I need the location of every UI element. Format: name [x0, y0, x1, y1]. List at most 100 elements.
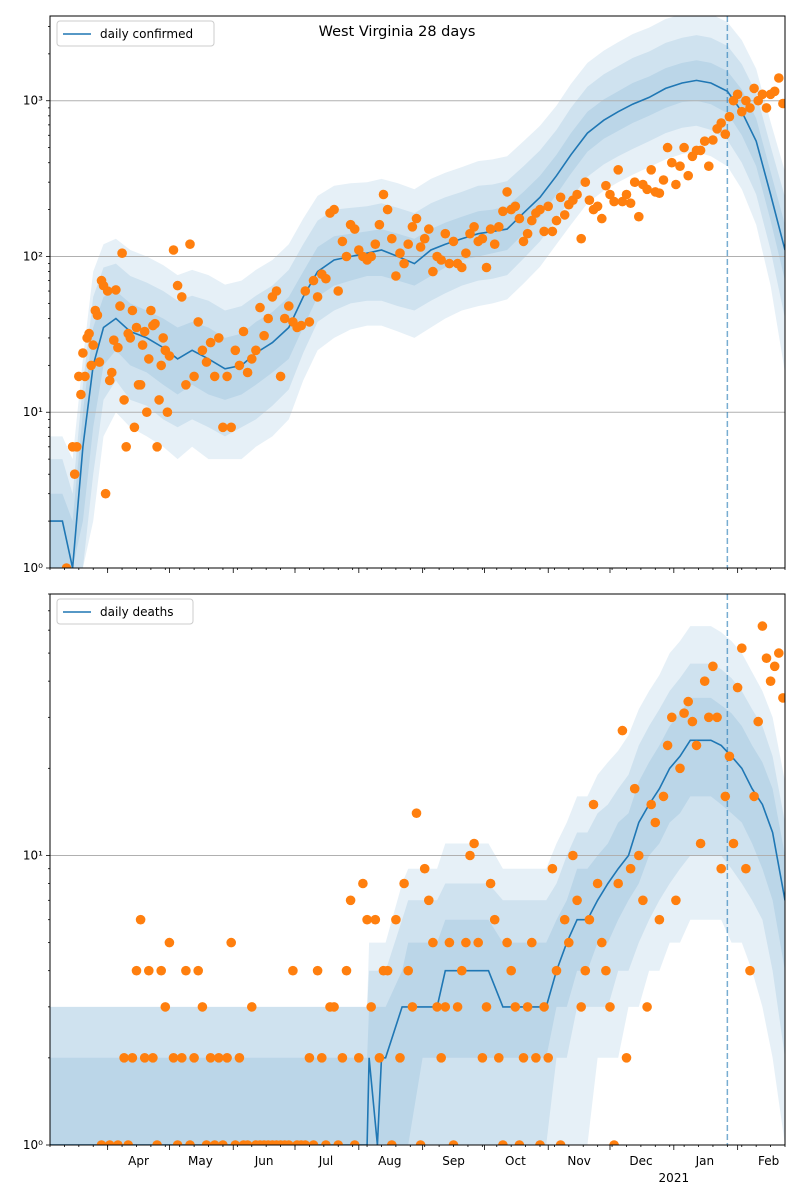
data-point [222, 1053, 232, 1063]
data-point [321, 1140, 331, 1145]
data-point [150, 318, 160, 329]
data-point [444, 258, 455, 269]
data-point [757, 89, 768, 100]
data-point [387, 1140, 397, 1145]
data-point [129, 422, 140, 433]
data-point [749, 791, 759, 802]
x-month-label: Jun [254, 1154, 274, 1168]
data-point [399, 258, 409, 269]
data-point [152, 442, 162, 452]
data-point [411, 808, 422, 818]
data-point [337, 1053, 348, 1063]
data-point [135, 380, 146, 390]
data-point [461, 937, 471, 948]
data-point [201, 357, 212, 367]
data-point [629, 783, 640, 794]
data-point [580, 965, 591, 976]
data-point [329, 204, 339, 215]
data-point [745, 965, 755, 976]
data-point [592, 201, 603, 212]
data-point [506, 965, 516, 976]
data-point [642, 1002, 652, 1012]
data-point [518, 1053, 529, 1063]
data-point [333, 1140, 343, 1145]
data-point [514, 1140, 525, 1145]
data-point [391, 271, 401, 281]
data-point [477, 233, 488, 244]
legend: daily deaths [56, 598, 194, 625]
data-point [131, 322, 142, 333]
confidence-band [50, 626, 785, 1145]
data-point [88, 340, 98, 350]
data-point [61, 563, 72, 568]
data-point [263, 313, 274, 324]
data-point [592, 878, 603, 889]
data-point [259, 330, 269, 341]
data-point [419, 233, 430, 244]
data-point [695, 838, 706, 849]
data-point [452, 1002, 463, 1012]
data-point [704, 161, 714, 171]
data-point [158, 333, 168, 343]
data-point [370, 239, 381, 249]
data-point [156, 965, 166, 976]
data-point [209, 1140, 220, 1145]
y-tick-label: 10⁰ [23, 561, 43, 575]
data-point [172, 280, 183, 291]
data-point [395, 248, 405, 258]
data-point [737, 106, 747, 117]
data-point [403, 239, 414, 249]
data-point [349, 1140, 360, 1145]
data-point [214, 1053, 224, 1063]
data-point [100, 488, 111, 499]
data-point [617, 725, 628, 736]
data-point [761, 653, 772, 663]
data-point [428, 266, 438, 277]
data-point [279, 313, 290, 324]
data-point [193, 965, 203, 976]
data-point [142, 407, 152, 418]
data-point [374, 1053, 385, 1063]
data-point [757, 621, 768, 631]
data-point [411, 213, 422, 224]
data-point [218, 1140, 228, 1145]
data-point [518, 236, 529, 247]
data-point [387, 233, 397, 244]
data-point [366, 251, 377, 262]
data-point [209, 371, 220, 382]
data-point [440, 1002, 451, 1012]
data-point [650, 817, 661, 828]
data-point [164, 351, 175, 361]
data-point [662, 740, 673, 751]
data-point [704, 712, 714, 723]
data-point [177, 292, 187, 302]
data-point [123, 1140, 133, 1145]
x-month-label: May [188, 1154, 213, 1168]
data-point [551, 215, 562, 226]
data-point [605, 189, 615, 200]
data-point [84, 328, 94, 339]
data-point [189, 1053, 199, 1063]
data-point [234, 1053, 245, 1063]
data-point [436, 1053, 447, 1063]
data-point [489, 914, 500, 925]
data-point [125, 333, 136, 343]
data-point [572, 895, 582, 906]
data-point [753, 716, 763, 727]
data-point [522, 228, 533, 239]
data-point [214, 333, 224, 343]
data-point [584, 914, 595, 925]
data-point [732, 89, 743, 100]
x-month-label: Feb [758, 1154, 779, 1168]
data-point [226, 422, 236, 433]
data-point [629, 177, 640, 187]
confidence-band [50, 697, 785, 1145]
data-point [117, 248, 127, 258]
data-point [197, 1002, 208, 1012]
data-point [539, 226, 549, 237]
data-point [152, 1140, 162, 1145]
data-point [527, 937, 537, 948]
x-month-label: Jan [695, 1154, 715, 1168]
data-point [539, 1002, 549, 1012]
data-point [321, 273, 331, 284]
